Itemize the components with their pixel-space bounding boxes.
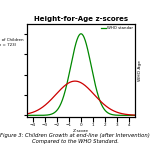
WHO standar — [94, 84, 96, 85]
WHO standar — [61, 100, 63, 101]
WHO standar — [105, 110, 107, 112]
Title: Height-for-Age z-scores: Height-for-Age z-scores — [34, 16, 128, 22]
Line: WHO standar: WHO standar — [27, 34, 135, 115]
Text: Figure 3: Children Growth at end-line (after Intervention)
Compared to the WHO S: Figure 3: Children Growth at end-line (a… — [0, 133, 150, 144]
X-axis label: Z-score: Z-score — [73, 129, 89, 133]
WHO standar — [104, 110, 106, 111]
WHO standar — [39, 114, 41, 116]
WHO standar — [69, 70, 71, 72]
WHO standar — [26, 114, 28, 116]
Text: # of Children
(n = 723): # of Children (n = 723) — [0, 38, 23, 46]
Legend: WHO standar: WHO standar — [99, 25, 134, 32]
Y-axis label: WHO Age: WHO Age — [138, 60, 142, 81]
WHO standar — [80, 33, 82, 35]
WHO standar — [134, 114, 136, 116]
